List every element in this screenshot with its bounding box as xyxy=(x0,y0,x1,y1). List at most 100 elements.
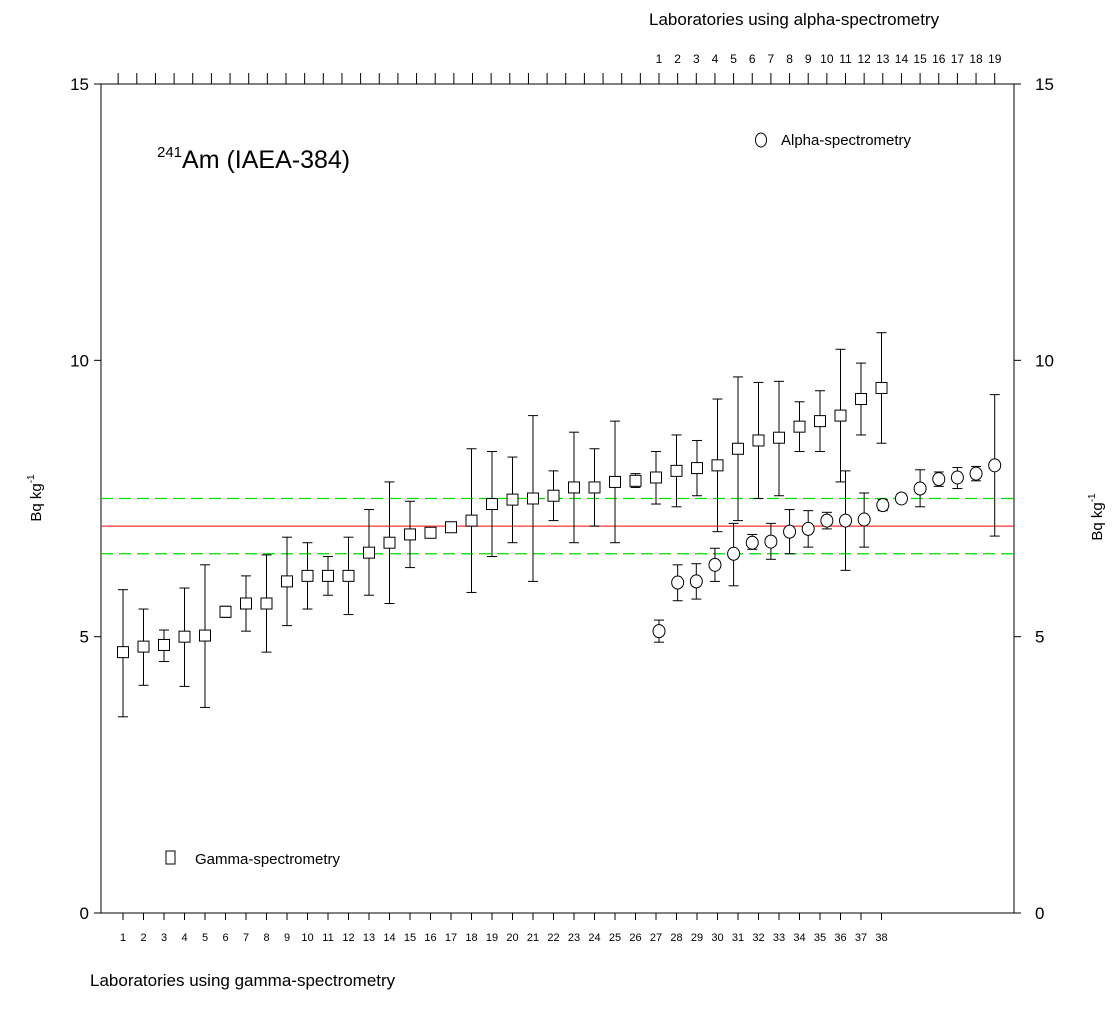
x-tick-label-top: 5 xyxy=(730,52,737,66)
gamma-point xyxy=(670,464,683,477)
y-tick-label-right: 10 xyxy=(1035,351,1054,370)
y-tick-label-left: 5 xyxy=(80,628,89,647)
x-axis-top-title: Laboratories using alpha-spectrometry xyxy=(649,10,940,29)
y-axis-right-exp: -1 xyxy=(1087,493,1098,502)
x-tick-label-bottom: 32 xyxy=(752,932,764,944)
x-tick-label-bottom: 35 xyxy=(814,932,826,944)
y-axis-left-exp: -1 xyxy=(26,474,37,483)
x-tick-label-bottom: 29 xyxy=(691,932,703,944)
y-axis-right-ticks: 0 5 10 15 xyxy=(1014,75,1054,923)
x-tick-label-bottom: 30 xyxy=(711,932,723,944)
alpha-point xyxy=(932,472,946,487)
x-tick-label-top: 16 xyxy=(932,52,946,66)
y-tick-label-left: 10 xyxy=(70,351,89,370)
gamma-point xyxy=(465,514,478,527)
alpha-point xyxy=(783,524,797,539)
alpha-point xyxy=(876,498,890,513)
x-tick-label-bottom: 31 xyxy=(732,932,744,944)
x-tick-label-top: 12 xyxy=(857,52,871,66)
alpha-point xyxy=(988,458,1002,473)
x-tick-label-top: 4 xyxy=(712,52,719,66)
gamma-point xyxy=(855,393,867,406)
alpha-point xyxy=(652,624,666,639)
gamma-point xyxy=(793,420,806,433)
x-tick-label-top: 14 xyxy=(895,52,909,66)
gamma-point xyxy=(814,415,826,428)
x-tick-label-bottom: 12 xyxy=(342,932,354,944)
gamma-point xyxy=(363,546,375,559)
x-tick-label-bottom: 9 xyxy=(284,932,290,944)
y-axis-right-title: Bq kg-1 xyxy=(1087,493,1106,541)
x-tick-label-bottom: 10 xyxy=(301,932,313,944)
y-tick-label-left: 0 xyxy=(80,904,89,923)
x-tick-label-bottom: 2 xyxy=(140,932,146,944)
y-axis-left-title: Bq kg-1 xyxy=(26,474,45,522)
title-text: Am (IAEA-384) xyxy=(182,146,350,174)
alpha-series xyxy=(652,394,1002,643)
x-axis-bottom-title: Laboratories using gamma-spectrometry xyxy=(90,971,396,990)
x-tick-label-bottom: 24 xyxy=(588,932,600,944)
alpha-point xyxy=(894,491,908,506)
x-tick-label-top: 15 xyxy=(913,52,927,66)
gamma-point xyxy=(342,569,355,582)
x-tick-label-top: 13 xyxy=(876,52,890,66)
gamma-point xyxy=(199,629,211,642)
x-tick-label-bottom: 5 xyxy=(202,932,208,944)
x-tick-label-bottom: 27 xyxy=(650,932,662,944)
gamma-point xyxy=(547,489,560,502)
gamma-point xyxy=(137,640,150,653)
gamma-point xyxy=(240,597,252,610)
x-tick-label-bottom: 15 xyxy=(404,932,416,944)
x-tick-label-bottom: 11 xyxy=(322,932,333,944)
alpha-point xyxy=(689,574,703,589)
legend-gamma-marker xyxy=(165,850,176,865)
x-tick-label-top: 11 xyxy=(839,52,852,66)
x-tick-label-bottom: 34 xyxy=(793,932,805,944)
gamma-point xyxy=(117,646,129,659)
x-tick-label-bottom: 19 xyxy=(486,932,498,944)
alpha-point xyxy=(708,557,722,572)
gamma-point xyxy=(711,459,724,472)
chart-title: 241Am (IAEA-384) xyxy=(157,144,350,174)
y-tick-label-right: 0 xyxy=(1035,904,1044,923)
x-tick-label-bottom: 38 xyxy=(875,932,887,944)
alpha-point xyxy=(913,481,927,496)
alpha-point xyxy=(950,470,964,485)
alpha-point xyxy=(671,575,685,590)
x-tick-label-top: 3 xyxy=(693,52,700,66)
gamma-point xyxy=(834,409,847,422)
gamma-point xyxy=(527,492,539,505)
x-tick-label-top: 7 xyxy=(768,52,775,66)
gamma-point xyxy=(650,471,662,484)
x-tick-label-top: 17 xyxy=(951,52,965,66)
gamma-point xyxy=(301,569,314,582)
gamma-point xyxy=(486,498,498,511)
y-axis-left-ticks: 0 5 10 15 xyxy=(70,75,101,923)
gamma-point xyxy=(506,493,519,506)
x-tick-label-bottom: 14 xyxy=(383,932,395,944)
x-axis-top-ticks: 1 2 3 4 5 6 7 8 9 10 11 12 13 14 15 16 17 18 19 xyxy=(117,52,1002,84)
gamma-point xyxy=(691,462,703,475)
x-tick-label-bottom: 8 xyxy=(263,932,269,944)
x-tick-label-top: 18 xyxy=(969,52,983,66)
x-tick-label-bottom: 23 xyxy=(568,932,580,944)
x-tick-label-bottom: 22 xyxy=(547,932,559,944)
x-tick-label-bottom: 4 xyxy=(181,932,187,944)
gamma-point xyxy=(158,638,170,651)
gamma-series xyxy=(117,332,888,718)
gamma-point xyxy=(609,475,621,488)
gamma-point xyxy=(568,481,580,494)
gamma-point xyxy=(322,569,334,582)
x-tick-label-bottom: 13 xyxy=(363,932,375,944)
alpha-point xyxy=(801,521,815,536)
x-tick-label-top: 2 xyxy=(674,52,681,66)
x-tick-label-top: 6 xyxy=(749,52,756,66)
x-tick-label-top: 1 xyxy=(656,52,663,66)
y-axis-right-unit: Bq kg xyxy=(1089,502,1106,540)
y-tick-label-left: 15 xyxy=(70,75,89,94)
gamma-point xyxy=(260,597,273,610)
legend-gamma-label: Gamma-spectrometry xyxy=(195,851,341,868)
x-tick-label-bottom: 1 xyxy=(120,932,126,944)
x-tick-label-bottom: 36 xyxy=(834,932,846,944)
